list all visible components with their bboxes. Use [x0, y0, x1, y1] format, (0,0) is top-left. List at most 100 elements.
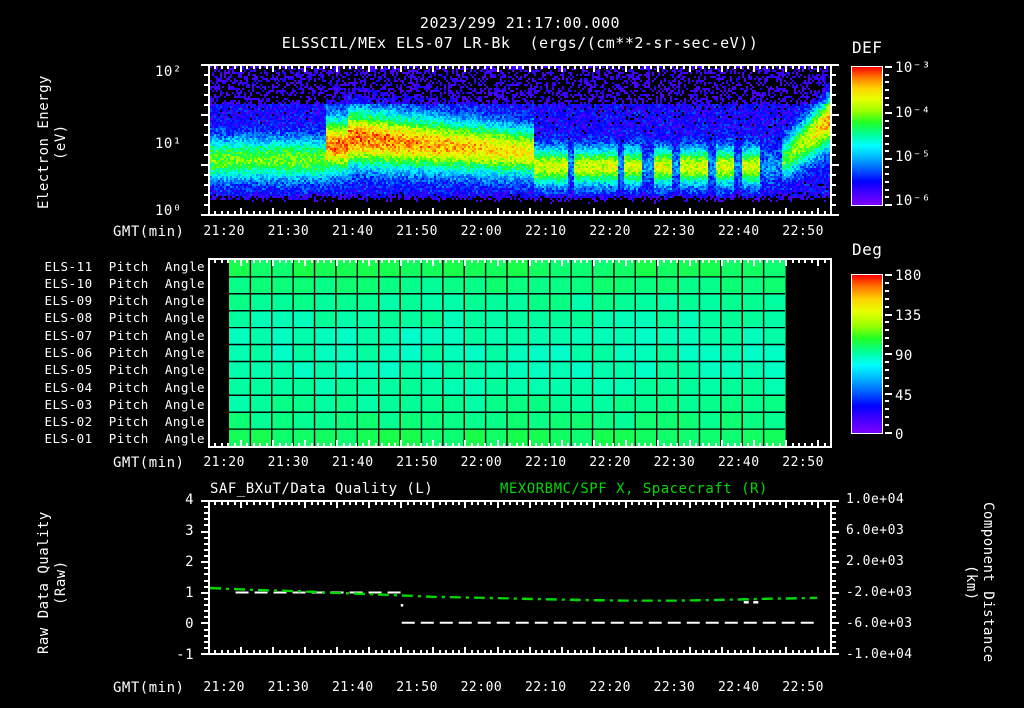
pitchangle-bottom-ticks	[208, 440, 832, 448]
def-colorbar-ticks	[883, 66, 892, 206]
spectrogram-xlabel: GMT(min)	[113, 224, 185, 240]
xtick-label: 22:00	[460, 224, 503, 239]
timeseries-left-ticks	[196, 500, 210, 655]
def-colorbar-label-1: 10⁻⁴	[895, 105, 931, 121]
timeseries-ytick-labels-right: 1.0e+04 6.0e+03 2.0e+03 -2.0e+03 -6.0e+03 -1.…	[846, 492, 946, 664]
def-colorbar-title: DEF	[852, 38, 883, 57]
ytick-label-right: -1.0e+04	[846, 647, 913, 662]
spectrogram-xtick-labels: 21:20 21:30 21:40 21:50 22:00 22:10 22:20 22:30…	[203, 224, 832, 242]
xtick-label: 22:20	[589, 224, 631, 239]
xtick-label: 21:30	[267, 680, 310, 695]
timeseries-left-series-label: SAF_BXuT/Data Quality (L)	[210, 481, 434, 497]
deg-colorbar-label-0: 0	[895, 427, 904, 443]
page-title: 2023/299 21:17:00.000	[419, 14, 621, 32]
spectrogram-ytick-1e1: 10¹	[155, 136, 182, 152]
xtick-label: 21:20	[203, 224, 245, 239]
ytick-label-right: -6.0e+03	[846, 616, 913, 631]
page-subtitle: ELSSCIL/MEx ELS-07 LR-Bk (ergs/(cm**2-sr…	[281, 34, 759, 52]
timeseries-right-ticks	[830, 500, 844, 655]
pitchangle-row-label: ELS-11 Pitch Angle	[44, 258, 205, 274]
pitchangle-xlabel: GMT(min)	[113, 455, 185, 471]
deg-colorbar-ticks	[883, 274, 892, 434]
ytick-label-left: 0	[185, 616, 194, 632]
deg-colorbar-label-135: 135	[895, 308, 922, 324]
pitchangle-row-label: ELS-08 Pitch Angle	[44, 310, 205, 326]
ytick-label-right: -2.0e+03	[846, 585, 913, 600]
xtick-label: 22:40	[717, 455, 760, 470]
def-colorbar-label-2: 10⁻⁵	[895, 149, 931, 165]
xtick-label: 22:30	[653, 455, 696, 470]
def-colorbar-label-0: 10⁻³	[895, 60, 931, 76]
ytick-label-right: 6.0e+03	[846, 523, 905, 538]
deg-colorbar-label-45: 45	[895, 388, 913, 404]
def-colorbar-label-3: 10⁻⁶	[895, 193, 931, 209]
pitchangle-row-label: ELS-05 Pitch Angle	[44, 362, 205, 378]
spectrogram-bottom-ticks	[208, 208, 832, 216]
ytick-label-left: 2	[185, 554, 194, 570]
ytick-label-right: 2.0e+03	[846, 554, 905, 569]
xtick-label: 21:20	[203, 455, 245, 470]
xtick-label: 22:30	[653, 224, 696, 239]
ytick-label-right: 1.0e+04	[846, 492, 905, 507]
xtick-label: 22:20	[589, 455, 631, 470]
spectrogram-image	[210, 66, 830, 214]
xtick-label: 22:50	[782, 680, 824, 695]
timeseries-ylabel-left: Raw Data Quality (Raw)	[36, 511, 69, 654]
pitchangle-row-label: ELS-10 Pitch Angle	[44, 275, 205, 291]
spectrogram-panel	[208, 64, 832, 216]
xtick-label: 21:40	[331, 680, 374, 695]
xtick-label: 21:50	[396, 680, 438, 695]
xtick-label: 22:30	[653, 680, 696, 695]
xtick-label: 22:50	[782, 455, 824, 470]
timeseries-bottom-ticks	[208, 647, 832, 655]
pitchangle-row-label: ELS-09 Pitch Angle	[44, 293, 205, 309]
timeseries-right-series-label: MEXORBMC/SPF X, Spacecraft (R)	[500, 481, 768, 497]
xtick-label: 22:10	[524, 680, 567, 695]
timeseries-top-ticks	[208, 500, 832, 508]
xtick-label: 22:10	[524, 224, 567, 239]
timeseries-xlabel: GMT(min)	[113, 680, 185, 696]
xtick-label: 21:50	[396, 224, 438, 239]
xtick-label: 22:40	[717, 224, 760, 239]
pitchangle-top-ticks	[208, 258, 832, 266]
xtick-label: 21:30	[267, 455, 310, 470]
timeseries-xtick-labels: 21:20 21:30 21:40 21:50 22:00 22:10 22:20 22:30…	[203, 680, 832, 698]
xtick-label: 21:40	[331, 224, 374, 239]
xtick-label: 21:40	[331, 455, 374, 470]
timeseries-panel	[208, 500, 832, 655]
spectrogram-left-ticks	[196, 64, 210, 216]
ytick-label-left: 3	[185, 523, 194, 539]
pitchangle-panel	[208, 258, 832, 448]
pitchangle-image	[210, 260, 830, 446]
deg-colorbar-label-90: 90	[895, 348, 913, 364]
xtick-label: 21:30	[267, 224, 310, 239]
ytick-label-left: 4	[185, 492, 194, 508]
pitchangle-row-label: ELS-06 Pitch Angle	[44, 345, 205, 360]
deg-colorbar-title: Deg	[852, 240, 883, 259]
pitchangle-row-label: ELS-04 Pitch Angle	[44, 379, 205, 395]
pitchangle-row-labels: ELS-11 Pitch Angle ELS-10 Pitch Angle ELS-…	[40, 258, 205, 448]
ytick-label-left: 1	[185, 585, 194, 601]
xtick-label: 22:00	[460, 455, 503, 470]
deg-colorbar-label-180: 180	[895, 268, 922, 284]
pitchangle-row-label: ELS-07 Pitch Angle	[44, 327, 205, 343]
pitchangle-row-label: ELS-03 Pitch Angle	[44, 396, 205, 412]
deg-colorbar	[851, 274, 883, 434]
pitchangle-xtick-labels: 21:20 21:30 21:40 21:50 22:00 22:10 22:20 22:30…	[203, 455, 832, 473]
xtick-label: 21:50	[396, 455, 438, 470]
pitchangle-row-label: ELS-01 Pitch Angle	[44, 431, 205, 447]
xtick-label: 22:20	[589, 680, 631, 695]
spectrogram-ytick-1e0: 10⁰	[155, 203, 182, 219]
spectrogram-right-ticks	[830, 64, 844, 216]
spectrogram-top-ticks	[208, 64, 832, 72]
def-colorbar	[851, 66, 883, 206]
xtick-label: 22:40	[717, 680, 760, 695]
timeseries-plot	[210, 502, 830, 653]
spectrogram-ytick-1e2: 10²	[155, 64, 182, 80]
xtick-label: 21:20	[203, 680, 245, 695]
timeseries-ytick-labels-left: 4 3 2 1 0 -1	[160, 492, 194, 664]
ytick-label-left: -1	[176, 647, 194, 663]
xtick-label: 22:00	[460, 680, 503, 695]
timeseries-ylabel-right: Component Distance (km)	[963, 502, 996, 663]
xtick-label: 22:10	[524, 455, 567, 470]
